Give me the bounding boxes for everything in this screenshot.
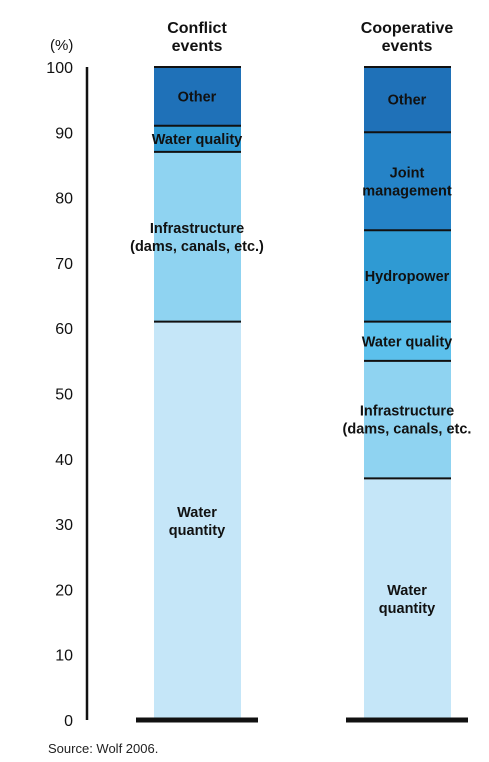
bar-cooperative: Water quantity Infrastructure (dams, canals… xyxy=(343,66,472,723)
segment-label: Other xyxy=(178,89,217,105)
category-title: events xyxy=(382,38,433,55)
bar-segment xyxy=(364,230,451,322)
y-tick-label: 90 xyxy=(55,125,73,142)
bar-segment xyxy=(364,360,451,479)
bar-segment xyxy=(364,321,451,361)
y-tick-label: 80 xyxy=(55,191,73,208)
category-title: Cooperative xyxy=(361,20,454,37)
segment-label: Water quality xyxy=(362,334,453,350)
source-note: Source: Wolf 2006. xyxy=(48,741,158,756)
segment-label: Water quality xyxy=(152,132,243,148)
bar-segment xyxy=(154,67,241,126)
category-title: Conflict xyxy=(167,20,227,37)
category-title: events xyxy=(172,38,223,55)
segment-label: Water xyxy=(387,583,427,599)
y-tick-label: 50 xyxy=(55,387,73,404)
bar-conflict: Water quantity Infrastructure (dams, canals… xyxy=(130,66,264,723)
bar-segment xyxy=(364,478,451,720)
segment-label: Infrastructure xyxy=(360,404,454,420)
y-tick-label: 0 xyxy=(64,713,73,730)
y-tick-label: 100 xyxy=(46,60,73,77)
segment-label: quantity xyxy=(169,523,225,539)
y-unit-label: (%) xyxy=(50,37,73,54)
y-tick-label: 20 xyxy=(55,582,73,599)
segment-label: Joint xyxy=(390,165,425,181)
bars: Water quantity Infrastructure (dams, canals… xyxy=(130,66,472,723)
segment-label: Other xyxy=(388,93,427,109)
segment-label: quantity xyxy=(379,601,435,617)
bar-segment xyxy=(154,125,241,152)
bar-segment xyxy=(154,151,241,322)
bar-segment xyxy=(364,132,451,231)
segment-label: Hydropower xyxy=(365,269,450,285)
y-tick-label: 30 xyxy=(55,517,73,534)
segment-label: Infrastructure xyxy=(150,221,244,237)
segment-label: (dams, canals, etc. xyxy=(343,422,472,438)
bar-segment xyxy=(364,67,451,133)
segment-label: management xyxy=(362,183,452,199)
y-tick-label: 60 xyxy=(55,321,73,338)
y-tick-label: 10 xyxy=(55,648,73,665)
y-axis: 0 10 20 30 40 50 60 70 80 90 100 (%) xyxy=(46,37,89,730)
segment-label: (dams, canals, etc.) xyxy=(130,239,264,255)
y-tick-label: 40 xyxy=(55,452,73,469)
bar-segment xyxy=(154,321,241,720)
y-tick-label: 70 xyxy=(55,256,73,273)
segment-label: Water xyxy=(177,505,217,521)
